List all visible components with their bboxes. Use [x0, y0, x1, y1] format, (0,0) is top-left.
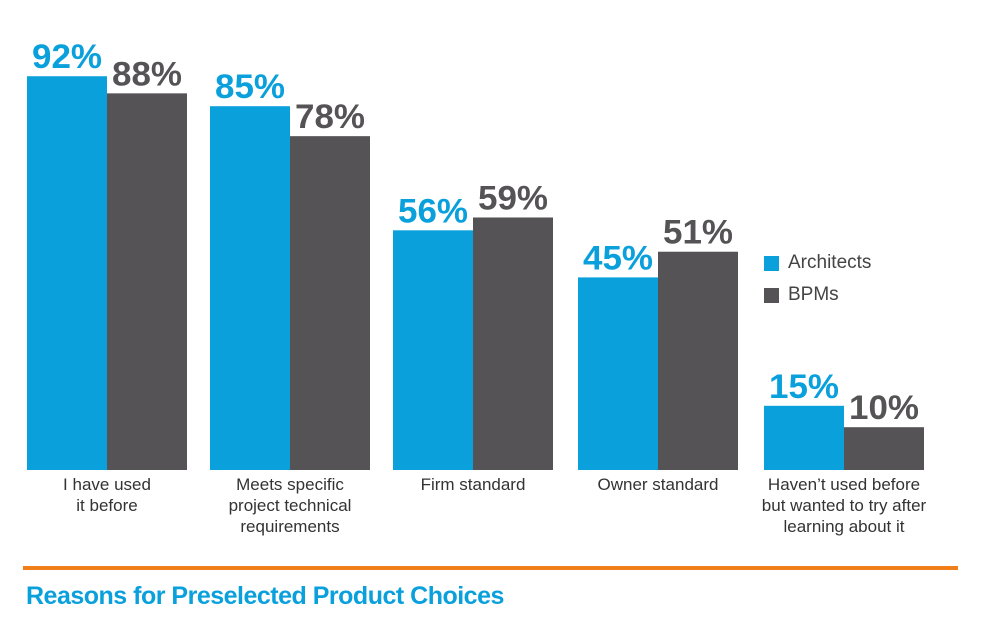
data-label: 15%	[769, 368, 839, 406]
category-label: I have used it before	[63, 475, 151, 515]
data-label: 51%	[663, 214, 733, 252]
bar-bpms-4	[844, 427, 924, 470]
data-label: 92%	[32, 38, 102, 76]
category-label: Haven’t used before but wanted to try aft…	[761, 475, 927, 536]
category-label: Firm standard	[420, 475, 526, 494]
legend-item-architects: Architects	[764, 252, 871, 274]
bar-architects-1	[210, 106, 290, 470]
legend-swatch-architects	[764, 255, 779, 271]
data-label: 10%	[849, 389, 919, 427]
data-label: 78%	[295, 98, 365, 136]
legend-label: Architects	[788, 252, 872, 273]
divider-rule	[23, 566, 958, 570]
bar-bpms-3	[658, 251, 738, 470]
data-label: 88%	[112, 55, 182, 93]
bar-architects-2	[393, 230, 473, 470]
bar-bpms-0	[107, 93, 187, 471]
legend-item-bpms: BPMs	[764, 284, 839, 306]
data-label: 45%	[583, 239, 653, 277]
bar-bpms-1	[290, 136, 370, 470]
legend-swatch-bpms	[764, 287, 779, 303]
data-label: 85%	[215, 68, 285, 106]
legend-label: BPMs	[788, 284, 839, 305]
data-label: 56%	[398, 192, 468, 230]
category-label: Owner standard	[597, 475, 719, 494]
bar-chart: 92% 85% 56% 45% 15% 88% 78% 59% 51% 10%	[27, 38, 924, 471]
category-label: Meets specific project technical requireme…	[228, 475, 352, 536]
bar-architects-4	[764, 405, 844, 470]
bar-architects-0	[27, 76, 107, 471]
chart-title: Reasons for Preselected Product Choices	[26, 582, 504, 610]
bar-architects-3	[578, 277, 658, 470]
bar-bpms-2	[473, 217, 553, 470]
data-label: 59%	[478, 179, 548, 217]
